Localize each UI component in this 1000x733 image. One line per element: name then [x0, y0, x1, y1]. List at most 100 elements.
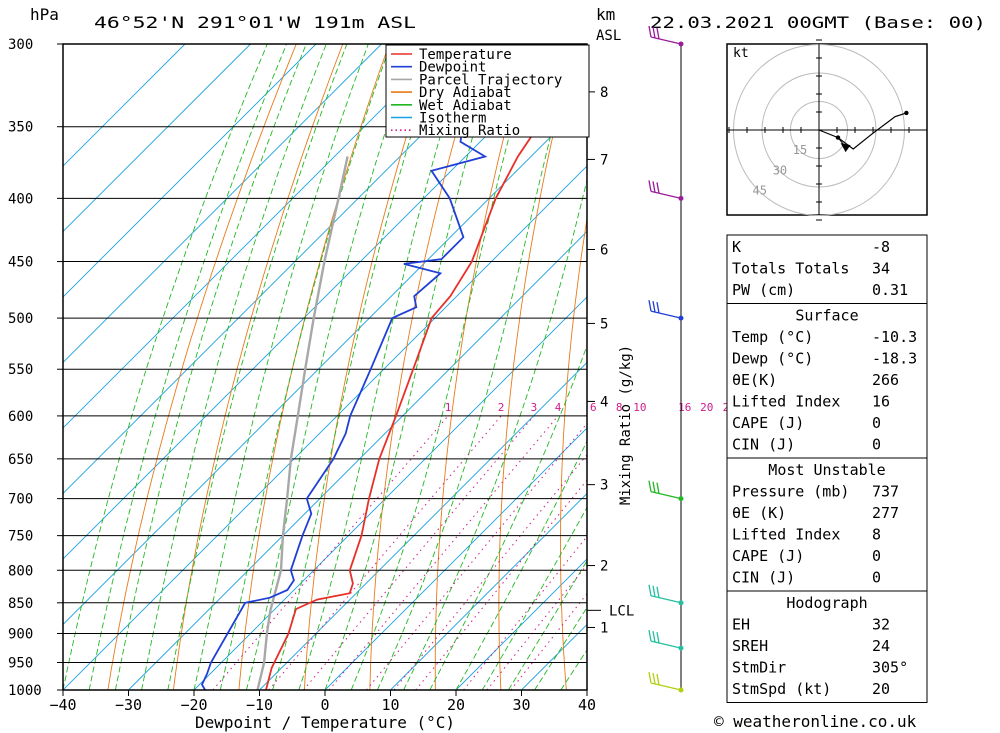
km-tick-label: 2 [600, 559, 608, 575]
wind-barb-point [678, 687, 684, 693]
wind-barb-feather [652, 181, 656, 193]
index-value: -8 [872, 238, 890, 256]
km-tick-label: 7 [600, 152, 608, 168]
index-value: 8 [872, 526, 881, 544]
pressure-unit-label: hPa [30, 5, 59, 24]
mixing-ratio-label: 2 [498, 401, 505, 414]
index-label: StmSpd (kt) [732, 680, 831, 698]
y-tick-label: 700 [8, 492, 33, 508]
wind-barb-point [678, 195, 684, 201]
copyright: © weatheronline.co.uk [714, 712, 917, 731]
wind-barb-feather [652, 585, 656, 597]
index-label: Lifted Index [732, 393, 840, 411]
y-tick-label: 500 [8, 311, 33, 327]
y-tick-label: 850 [8, 596, 33, 612]
index-label: Totals Totals [732, 260, 849, 278]
index-value: 32 [872, 616, 890, 634]
wind-barb-point [678, 645, 684, 651]
wind-barb-shaft [650, 310, 682, 319]
index-value: 305° [872, 659, 908, 677]
isotherm-line [63, 44, 579, 560]
y-tick-label: 950 [8, 656, 33, 672]
indices-box [726, 234, 928, 304]
wind-barb-feather [652, 631, 656, 643]
isotherm-line [128, 230, 587, 690]
wind-barb-shaft [650, 682, 682, 691]
x-tick-label: −10 [246, 696, 273, 714]
isotherm-line [455, 558, 587, 690]
mixing-ratio-label: 20 [700, 401, 713, 414]
y-tick-label: 650 [8, 452, 33, 468]
dewpoint-line [200, 126, 488, 690]
index-value: 0 [872, 436, 881, 454]
y-tick-label: 600 [8, 409, 33, 425]
dry-adiabat-line [172, 44, 344, 690]
wind-barb-point [678, 496, 684, 502]
x-tick-label: 10 [381, 696, 399, 714]
isotherm-line [63, 44, 382, 364]
index-value: 34 [872, 260, 890, 278]
index-label: CAPE (J) [732, 414, 804, 432]
parcel-trajectory-line [256, 156, 349, 690]
legend-box [385, 44, 590, 138]
km-tick-label: 5 [600, 316, 608, 332]
wind-barb-shaft [650, 595, 682, 604]
index-label: Lifted Index [732, 526, 840, 544]
x-tick-label: 40 [578, 696, 596, 714]
dry-adiabat-line [498, 44, 576, 690]
y-tick-label: 350 [8, 120, 33, 136]
y-tick-label: 1000 [8, 683, 42, 699]
wind-barb-feather [648, 630, 652, 642]
isotherm-line [390, 492, 587, 690]
index-label: SREH [732, 637, 768, 655]
wind-barb-feather [648, 671, 652, 684]
wind-barb [648, 671, 684, 693]
indices-box [726, 590, 928, 703]
lcl-label: LCL [609, 603, 634, 619]
dry-adiabat-line [369, 44, 483, 690]
index-value: 24 [872, 637, 890, 655]
y-tick-label: 450 [8, 255, 33, 271]
x-axis-title: Dewpoint / Temperature (°C) [195, 713, 455, 732]
indices-tables: K -8 Totals Totals 34 PW (cm) 0.31 Surface Temp… [726, 234, 928, 703]
index-value: 266 [872, 371, 899, 389]
wind-barb [648, 584, 684, 606]
wind-barb-shaft [650, 190, 682, 199]
index-label: θE (K) [732, 504, 786, 522]
wind-barbs [648, 25, 684, 693]
hodograph-plot: 15 30 45 [727, 39, 927, 221]
x-tick-label: −40 [49, 696, 76, 714]
mixing-ratio-label: 10 [633, 401, 646, 414]
dry-adiabat-line [678, 26, 718, 690]
mixing-ratio-label: 1 [445, 401, 452, 414]
wind-barb-feather [656, 482, 660, 494]
index-value: 20 [872, 680, 890, 698]
wind-barb-feather [648, 180, 652, 192]
y2-axis-title: Mixing Ratio (g/kg) [618, 345, 634, 505]
index-value: 277 [872, 504, 899, 522]
wind-barb [648, 480, 684, 502]
wet-adiabat-line [324, 44, 500, 690]
legend-label: Temperature [419, 47, 512, 63]
hodograph-title: Hodograph [786, 594, 867, 612]
storm-motion-marker [840, 143, 851, 153]
wind-barb-feather [648, 480, 652, 492]
index-value: -10.3 [872, 328, 917, 346]
x-tick-label: 20 [447, 696, 465, 714]
legend-label: Parcel Trajectory [419, 72, 562, 88]
mixing-ratio-line [212, 415, 449, 690]
index-value: 0 [872, 414, 881, 432]
dry-adiabat-line [992, 26, 1000, 690]
altitude-unit-label: km [596, 5, 615, 24]
y-tick-label: 300 [8, 37, 33, 53]
temperature-line [265, 84, 587, 690]
index-label: CIN (J) [732, 436, 795, 454]
hodograph-ring-label: 15 [793, 143, 807, 157]
index-label: CIN (J) [732, 569, 795, 587]
index-label: CAPE (J) [732, 547, 804, 565]
legend-label: Mixing Ratio [419, 123, 520, 139]
mixing-ratio-label: 6 [590, 401, 597, 414]
wind-barb-feather [652, 300, 656, 313]
index-value: 0 [872, 547, 881, 565]
y-tick-label: 750 [8, 529, 33, 545]
